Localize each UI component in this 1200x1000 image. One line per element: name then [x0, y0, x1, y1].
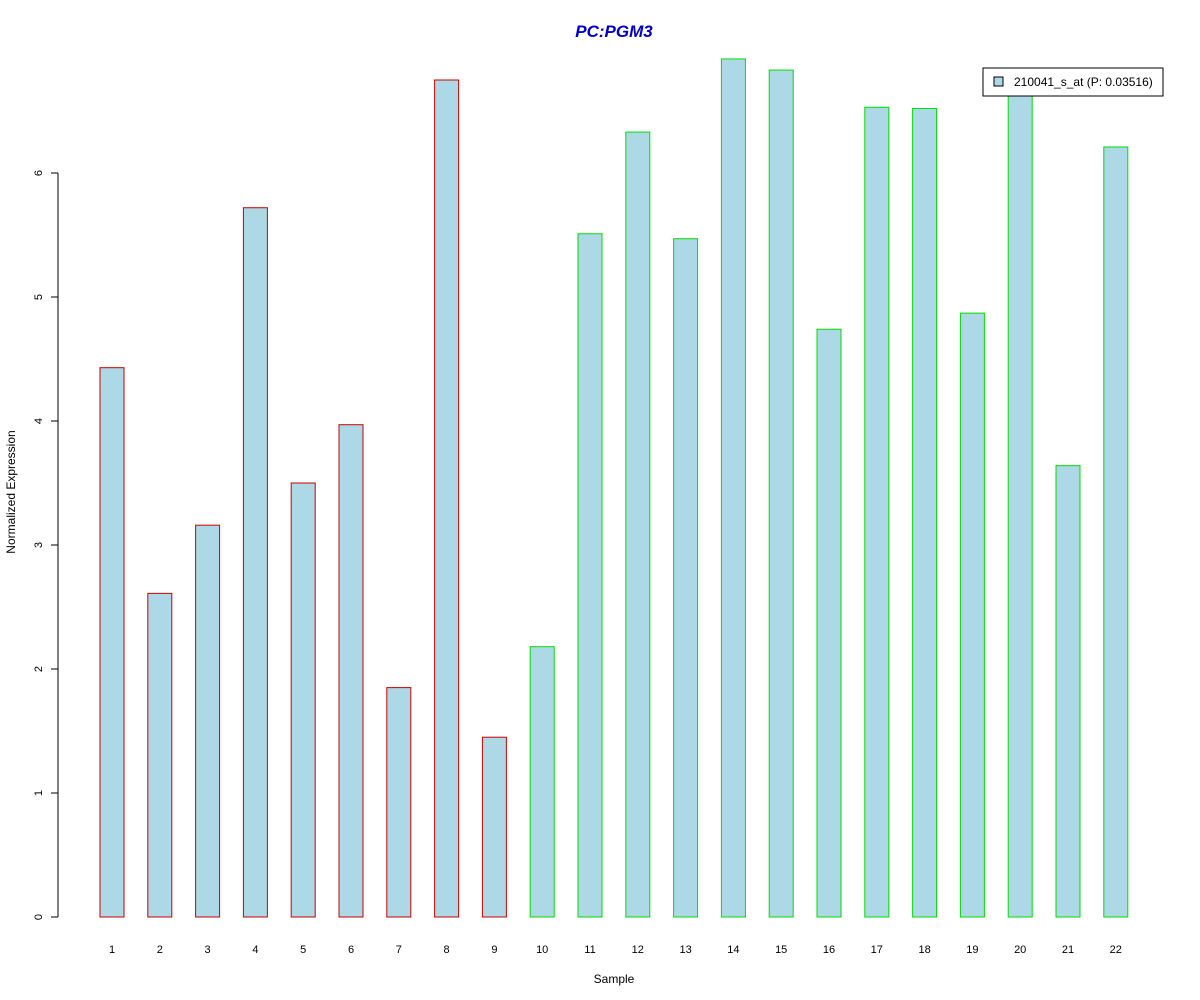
bar [625, 131, 651, 918]
x-tick-label: 5 [300, 944, 306, 956]
bar [147, 592, 173, 918]
bar [673, 238, 699, 918]
y-axis-title: Normalized Expression [4, 430, 18, 553]
x-tick-label: 7 [396, 944, 402, 956]
bar [1007, 81, 1033, 918]
legend-box [982, 67, 1164, 97]
bar [816, 328, 842, 918]
x-tick-label: 14 [727, 944, 739, 956]
x-tick-label: 2 [157, 944, 163, 956]
bar [577, 233, 603, 918]
y-tick-label: 4 [33, 418, 45, 424]
x-tick-label: 15 [775, 944, 787, 956]
bar [386, 687, 412, 918]
y-tick-label: 1 [33, 790, 45, 796]
bar [912, 108, 938, 918]
legend-swatch [993, 76, 1004, 87]
y-tick-label: 6 [33, 170, 45, 176]
x-tick-label: 11 [584, 944, 595, 956]
y-tick-label: 3 [33, 542, 45, 548]
x-tick-label: 1 [109, 944, 115, 956]
x-tick-label: 10 [536, 944, 548, 956]
bar [242, 207, 268, 918]
bar [864, 106, 890, 918]
x-tick-label: 21 [1062, 944, 1074, 956]
chart-title: PC:PGM3 [575, 22, 653, 41]
bar [195, 524, 221, 918]
x-tick-label: 20 [1014, 944, 1026, 956]
y-tick-label: 5 [33, 294, 45, 300]
bar [529, 646, 555, 918]
legend: 210041_s_at (P: 0.03516) [982, 67, 1164, 97]
y-axis: 0 1 2 3 4 5 6 [33, 170, 59, 920]
y-tick-label: 2 [33, 666, 45, 672]
bar [959, 312, 985, 918]
x-tick-label: 13 [679, 944, 691, 956]
x-tick-label: 17 [871, 944, 883, 956]
bar [1103, 146, 1129, 918]
bar [99, 367, 125, 918]
bar [1055, 465, 1081, 918]
bar [434, 79, 460, 918]
x-tick-label: 19 [966, 944, 978, 956]
x-tick-label: 12 [632, 944, 644, 956]
x-axis-title: Sample [594, 972, 635, 986]
x-tick-label: 16 [823, 944, 835, 956]
x-axis: 1 2 3 4 5 6 7 8 9 10 11 12 13 14 15 16 17 18 19 20 21 22 [109, 944, 1122, 956]
legend-label: 210041_s_at (P: 0.03516) [1014, 75, 1153, 89]
x-tick-label: 3 [205, 944, 211, 956]
x-tick-label: 6 [348, 944, 354, 956]
bar [338, 424, 364, 918]
bars [99, 58, 1129, 918]
x-tick-label: 4 [252, 944, 258, 956]
x-tick-label: 18 [918, 944, 930, 956]
bar [768, 69, 794, 918]
x-tick-label: 9 [491, 944, 497, 956]
bar [720, 58, 746, 918]
bar [481, 736, 507, 918]
x-tick-label: 8 [444, 944, 450, 956]
y-tick-label: 0 [33, 914, 45, 920]
x-tick-label: 22 [1110, 944, 1122, 956]
bar [290, 482, 316, 918]
